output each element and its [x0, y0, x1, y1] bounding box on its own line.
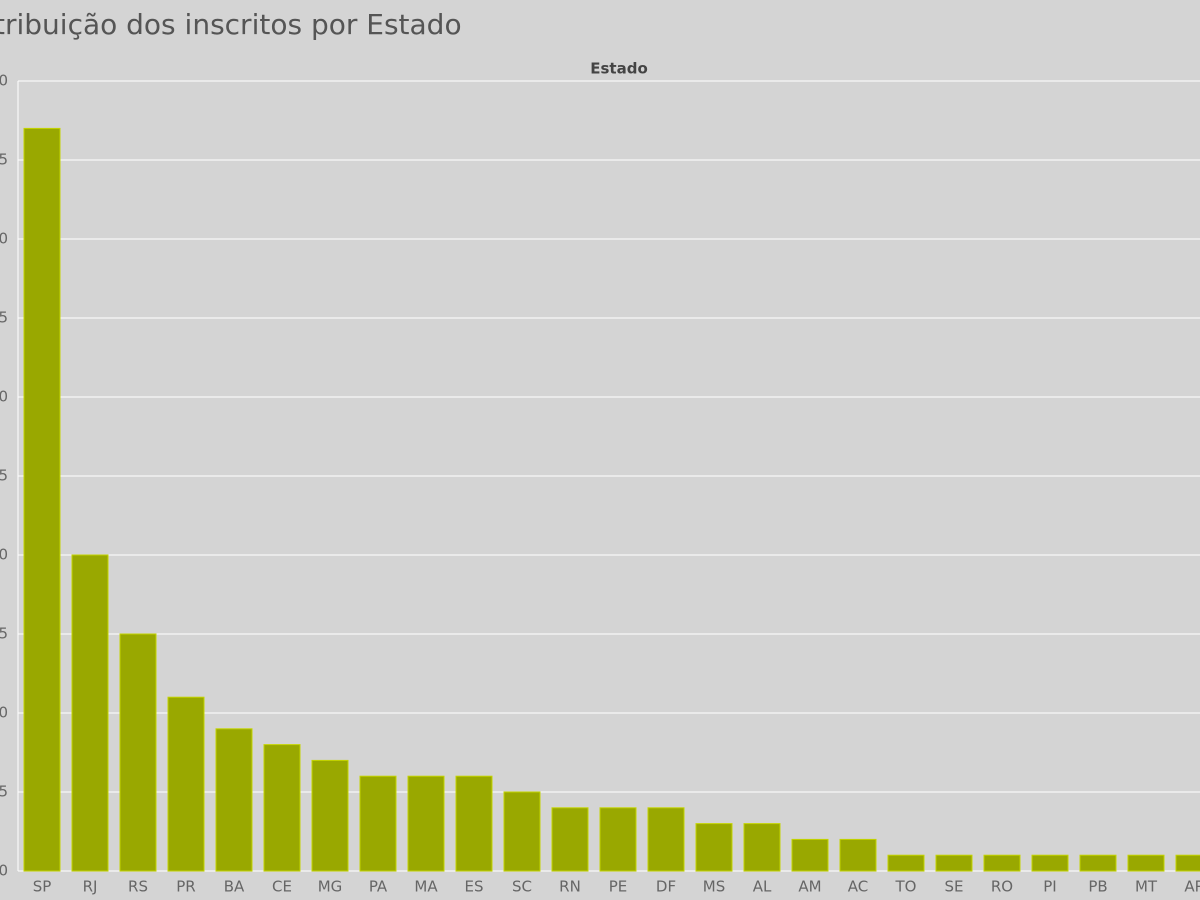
x-tick-label: PB	[1088, 878, 1107, 896]
x-header: Estado	[590, 60, 648, 78]
bar	[791, 838, 829, 872]
y-tick-label: 5	[0, 625, 8, 643]
y-tick-label: 5	[0, 467, 8, 485]
y-tick-label: 5	[0, 309, 8, 327]
x-tick-label: RS	[128, 878, 148, 896]
y-tick-label: 0	[0, 388, 8, 406]
bar	[647, 807, 685, 872]
x-tick-label: PE	[609, 878, 628, 896]
x-tick-label: AL	[753, 878, 772, 896]
x-tick-label: MS	[703, 878, 725, 896]
y-tick-label: 0	[0, 862, 8, 880]
y-tick-label: 5	[0, 151, 8, 169]
x-tick-label: SE	[945, 878, 964, 896]
bar	[551, 807, 589, 872]
x-tick-label: PR	[176, 878, 195, 896]
bar	[23, 127, 61, 872]
bar	[71, 554, 109, 872]
bar	[215, 728, 253, 872]
x-tick-label: AC	[848, 878, 868, 896]
bar	[311, 759, 349, 872]
bar	[599, 807, 637, 872]
x-tick-label: RJ	[83, 878, 98, 896]
y-tick-label: 5	[0, 783, 8, 801]
x-tick-label: AP	[1184, 878, 1200, 896]
bar	[839, 838, 877, 872]
x-tick-label: RN	[559, 878, 581, 896]
x-tick-label: RO	[991, 878, 1013, 896]
x-tick-label: SP	[33, 878, 52, 896]
bar	[983, 854, 1021, 872]
x-tick-label: CE	[272, 878, 292, 896]
x-tick-label: MG	[318, 878, 343, 896]
bar	[263, 744, 301, 872]
x-tick-label: AM	[798, 878, 821, 896]
bar	[359, 775, 397, 872]
bar	[743, 823, 781, 872]
bar	[935, 854, 973, 872]
bar	[455, 775, 493, 872]
x-tick-label: TO	[895, 878, 917, 896]
y-tick-label: 0	[0, 546, 8, 564]
bar	[1079, 854, 1117, 872]
x-tick-label: ES	[465, 878, 484, 896]
bar	[695, 823, 733, 872]
bar	[119, 633, 157, 872]
x-tick-label: PI	[1043, 878, 1056, 896]
bar	[503, 791, 541, 872]
bar	[1175, 854, 1200, 872]
x-tick-label: BA	[224, 878, 245, 896]
x-tick-label: SC	[512, 878, 532, 896]
y-tick-label: 0	[0, 72, 8, 90]
x-tick-label: PA	[369, 878, 388, 896]
bar	[887, 854, 925, 872]
bar	[407, 775, 445, 872]
bar	[167, 696, 205, 872]
y-tick-label: 0	[0, 230, 8, 248]
x-tick-label: MA	[414, 878, 438, 896]
bar	[1031, 854, 1069, 872]
x-tick-label: DF	[656, 878, 676, 896]
x-tick-label: MT	[1135, 878, 1158, 896]
bar	[1127, 854, 1165, 872]
chart-title: tribuição dos inscritos por Estado	[0, 8, 462, 41]
y-tick-label: 0	[0, 704, 8, 722]
